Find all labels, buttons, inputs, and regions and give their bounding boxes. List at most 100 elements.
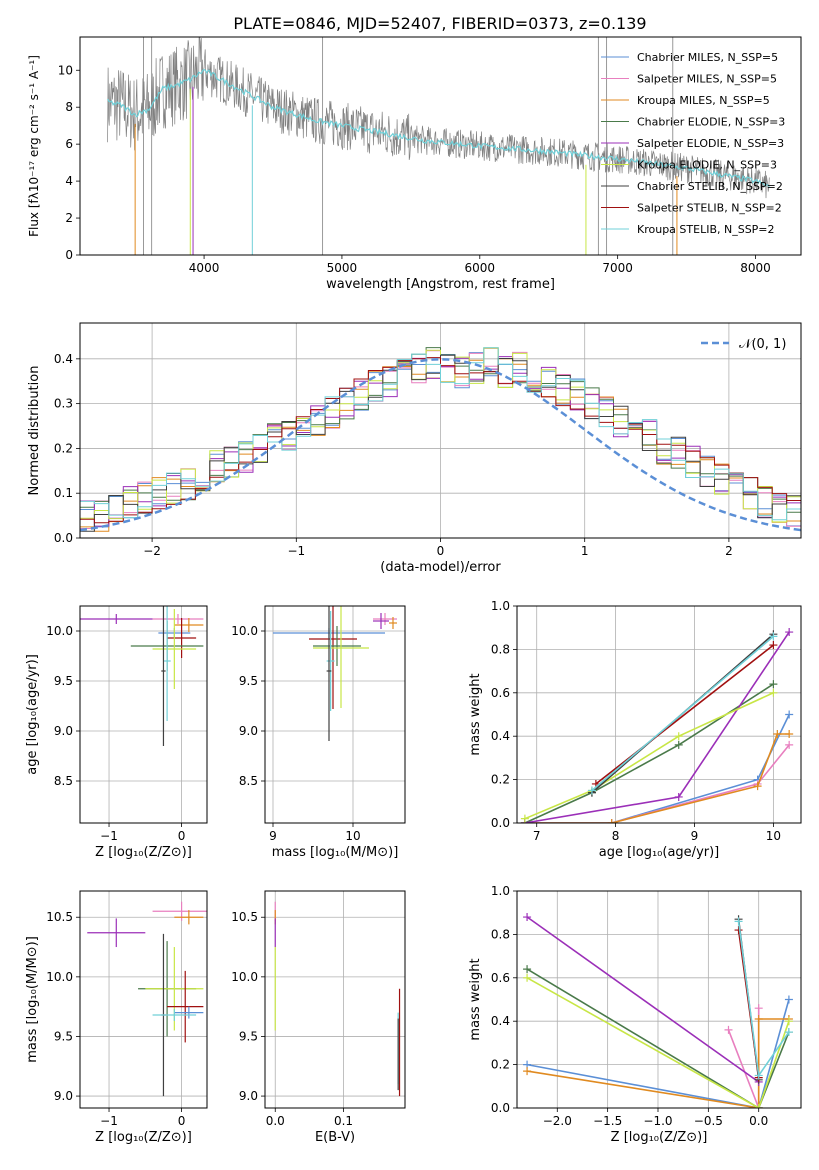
age-vs-Z-xlabel: Z [log₁₀(Z/Z⊙)]	[95, 845, 192, 860]
weight-vs-Z-panel: −2.0 −1.5 −1.0 −0.5 0.0 0.0 0.2 0.4 0.6 0.8 1.0 Z […	[468, 884, 802, 1145]
age-vs-mass-frame	[264, 605, 406, 824]
weight-vs-Z-ytick-label: 0.6	[491, 971, 510, 985]
weight-line	[591, 635, 774, 792]
weight-marker	[785, 710, 794, 719]
weight-marker	[754, 1004, 763, 1013]
spectrum-xtick-label: 6000	[465, 261, 496, 275]
mass-vs-Z-xtick-label: −1	[100, 1114, 118, 1128]
spectrum-xtick-label: 5000	[327, 261, 358, 275]
age-vs-Z-ytick-label: 8.5	[54, 774, 73, 788]
figure-title: PLATE=0846, MJD=52407, FIBERID=0373, z=0…	[233, 14, 646, 33]
weight-vs-age-xlabel: age [log₁₀(age/yr)]	[599, 845, 720, 860]
weight-vs-age-ytick-label: 0.8	[491, 642, 510, 656]
legend-entry: Salpeter ELODIE, N_SSP=3	[637, 137, 784, 150]
residuals-ytick-label: 0.3	[54, 397, 73, 411]
age-vs-Z-xtick-label: 0	[178, 829, 186, 843]
residuals-ytick-label: 0.4	[54, 352, 73, 366]
mass-vs-EBV-ytick-label: 10.0	[231, 970, 258, 984]
age-vs-mass-xtick-label: 10	[345, 829, 360, 843]
mass-vs-EBV-ytick-label: 10.5	[231, 910, 258, 924]
age-vs-mass-plot-area	[273, 606, 397, 741]
age-vs-mass-ytick-label: 10.0	[231, 624, 258, 638]
mass-vs-EBV-panel: 0.0 0.1 9.0 9.5 10.0 10.5 E(B-V)	[231, 890, 406, 1145]
spectrum-ytick-label: 6	[65, 137, 73, 151]
weight-vs-Z-xtick-label: −1.5	[593, 1114, 622, 1128]
weight-vs-Z-xtick-label: 0.0	[749, 1114, 768, 1128]
weight-vs-age-frame	[516, 605, 802, 824]
residuals-xtick-label: 0	[437, 544, 445, 558]
residuals-plot-area	[80, 347, 801, 532]
weight-vs-Z-frame	[516, 890, 802, 1109]
weight-line	[524, 631, 790, 823]
weight-marker	[769, 688, 778, 697]
spectrum-ytick-label: 0	[65, 248, 73, 262]
weight-vs-age-ytick-label: 1.0	[491, 599, 510, 613]
weight-marker	[769, 632, 778, 641]
residuals-ytick-label: 0.0	[54, 531, 73, 545]
mass-vs-EBV-ytick-label: 9.0	[239, 1089, 258, 1103]
residuals-ytick-label: 0.1	[54, 486, 73, 500]
weight-vs-Z-xtick-label: −2.0	[543, 1114, 572, 1128]
weight-marker	[587, 786, 596, 795]
mass-vs-EBV-xlabel: E(B-V)	[315, 1130, 355, 1145]
age-vs-Z-ytick-label: 10.0	[46, 624, 73, 638]
residuals-xtick-label: 1	[581, 544, 589, 558]
weight-marker	[754, 1071, 763, 1080]
weight-vs-age-xtick-label: 7	[533, 829, 541, 843]
weight-marker	[785, 628, 794, 637]
weight-line	[524, 714, 790, 823]
weight-vs-Z-ytick-label: 0.2	[491, 1058, 510, 1072]
age-vs-mass-xtick-label: 9	[269, 829, 277, 843]
weight-vs-age-ylabel: mass weight	[468, 673, 483, 755]
legend-entry: Salpeter STELIB, N_SSP=2	[637, 202, 782, 215]
weight-marker	[734, 917, 743, 926]
spectrum-ylabel: Flux [fλ10⁻¹⁷ erg cm⁻² s⁻¹ A⁻¹]	[27, 55, 41, 237]
residuals-xtick-label: −1	[287, 544, 305, 558]
mass-vs-Z-plot-area	[87, 901, 207, 1097]
legend-entry: Salpeter MILES, N_SSP=5	[637, 73, 777, 86]
weight-marker	[773, 730, 782, 739]
weight-marker	[785, 730, 794, 739]
legend-entry: 𝒩(0, 1)	[739, 337, 786, 352]
weight-vs-Z-ylabel: mass weight	[468, 958, 483, 1040]
legend-entry: Kroupa MILES, N_SSP=5	[637, 94, 770, 107]
weight-marker	[784, 1028, 793, 1037]
age-vs-mass-ytick-label: 9.5	[239, 674, 258, 688]
weight-vs-age-xtick-label: 8	[612, 829, 620, 843]
model-spectrum	[107, 68, 770, 188]
weight-marker	[523, 1067, 532, 1076]
weight-vs-age-ytick-label: 0.6	[491, 686, 510, 700]
spectrum-xtick-label: 7000	[602, 261, 633, 275]
weight-marker	[674, 792, 683, 801]
spectrum-plot-area	[107, 37, 770, 255]
weight-vs-Z-xtick-label: −1.0	[643, 1114, 672, 1128]
spectrum-ytick-label: 10	[58, 63, 73, 77]
weight-line	[526, 916, 760, 1083]
residuals-ytick-label: 0.2	[54, 441, 73, 455]
age-vs-mass-panel: 9 10 8.5 9.0 9.5 10.0 mass [log₁₀(M/M⊙)]	[231, 605, 406, 860]
mass-vs-Z-ytick-label: 9.5	[54, 1029, 73, 1043]
residuals-frame	[79, 322, 802, 539]
weight-vs-Z-xtick-label: −0.5	[694, 1114, 723, 1128]
age-vs-mass-ytick-label: 8.5	[239, 774, 258, 788]
mass-vs-Z-xtick-label: 0	[178, 1114, 186, 1128]
age-vs-Z-panel: −1 0 8.5 9.0 9.5 10.0 Z [log₁₀(Z/Z⊙)] age [log₁…	[25, 605, 208, 860]
age-vs-mass-xlabel: mass [log₁₀(M/M⊙)]	[272, 845, 399, 860]
weight-line	[524, 692, 774, 820]
residuals-xlabel: (data-model)/error	[380, 560, 501, 575]
weight-line	[526, 968, 790, 1108]
weight-line	[526, 1018, 789, 1108]
legend-entry: Chabrier MILES, N_SSP=5	[637, 51, 778, 64]
weight-marker	[753, 782, 762, 791]
weight-vs-age-ytick-label: 0.4	[491, 729, 510, 743]
spectrum-xtick-label: 4000	[189, 261, 220, 275]
weight-line	[524, 744, 790, 823]
weight-vs-Z-ytick-label: 1.0	[491, 884, 510, 898]
weight-marker	[754, 1015, 763, 1024]
weight-marker	[784, 1017, 793, 1026]
weight-marker	[523, 913, 532, 922]
mass-vs-Z-ytick-label: 10.5	[46, 910, 73, 924]
legend-entry: Chabrier STELIB, N_SSP=2	[637, 180, 783, 193]
age-vs-Z-xtick-label: −1	[100, 829, 118, 843]
weight-marker	[724, 1025, 733, 1034]
